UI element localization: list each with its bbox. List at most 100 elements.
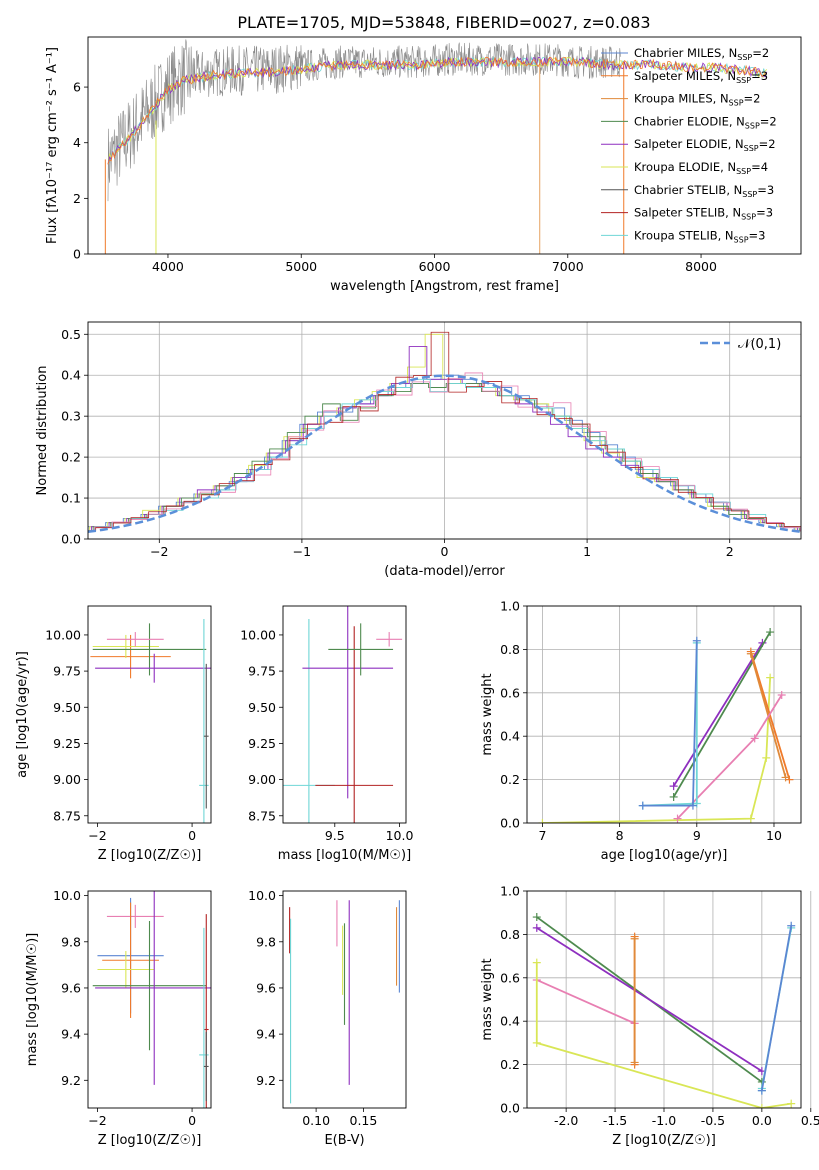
legend-label: Kroupa MILES, NSSP=2 [634,92,760,108]
weight-marker [673,814,682,823]
y-tick-label: 4 [73,135,81,150]
weight-marker [532,958,541,967]
legend-label: Salpeter ELODIE, NSSP=2 [634,137,776,153]
x-tick-label: 9.5 [325,828,345,843]
figure-title: PLATE=1705, MJD=53848, FIBERID=0027, z=0… [237,13,650,32]
model-spectrum-salpeter-miles [107,56,767,165]
y-tick-label: 9.25 [248,736,276,751]
x-tick-label: 10.0 [386,828,414,843]
weight-marker [757,1104,766,1108]
x-tick-label: 4000 [152,259,184,274]
y-tick-label: 0.4 [500,729,520,744]
y-tick-label: 9.8 [256,934,276,949]
x-tick-label: 0 [188,1113,196,1128]
y-tick-label: 10.0 [248,888,276,903]
weight-marker [630,934,639,943]
legend-label: Salpeter MILES, NSSP=3 [634,69,768,85]
plot-area [289,900,400,1104]
y-tick-label: 9.00 [53,772,81,787]
y-tick-label: 0.3 [61,409,81,424]
x-tick-label: 8 [616,828,624,843]
chart-massweight-vs-Z: -2.0 -1.5 -1.0 -0.5 0.0 0.5 0.0 0.2 0.4 0.6 0.8 1.0… [480,884,819,1149]
weight-line-salpeter-elodie [536,927,763,1072]
weight-marker [787,1099,796,1108]
x-tick-label: 8000 [685,259,717,274]
plot-area [92,891,211,1108]
x-tick-label: 0 [441,544,449,559]
y-axis-label: age [log10(age/yr)] [15,651,30,778]
weight-marker [538,819,547,823]
y-tick-label: 0.4 [500,1014,520,1029]
y-tick-label: 0.8 [500,642,520,657]
y-axis-label: mass weight [480,958,495,1040]
x-tick-label: −1 [293,544,311,559]
weight-marker [762,753,771,762]
chart-age-vs-Z: −2 0 8.75 9.00 9.25 9.50 9.75 10.00 Z [log10(Z/Z… [15,605,212,863]
y-tick-label: 10.00 [240,627,276,642]
y-tick-label: 0 [73,247,81,262]
y-tick-label: 1.0 [500,599,520,614]
legend-label: Kroupa STELIB, NSSP=3 [634,228,765,244]
x-tick-label: -2.0 [554,1113,578,1128]
axes-frame [87,605,212,824]
legend: Chabrier MILES, NSSP=2 Salpeter MILES, NS… [601,46,777,244]
axes-frame [87,321,802,540]
y-tick-label: 9.00 [248,772,276,787]
x-axis-label: age [log10(age/yr)] [601,848,728,863]
y-tick-label: 9.8 [61,934,81,949]
chart-age-vs-mass: 9.5 10.0 8.75 9.00 9.25 9.50 9.75 10.00 mass [lo… [240,605,414,863]
plot-area [283,606,403,823]
y-tick-label: 0.0 [500,1101,520,1116]
y-axis-label: Flux [fλ10⁻¹⁷ erg cm⁻² s⁻¹ A⁻¹] [45,47,60,244]
plot-area [532,913,796,1108]
x-tick-label: −2 [150,544,168,559]
x-axis-label: Z [log10(Z/Z☉)] [98,1133,202,1148]
y-tick-label: 0.8 [500,927,520,942]
data-spectrum [107,39,622,202]
y-tick-label: 9.50 [53,700,81,715]
weight-marker [532,913,541,922]
weight-marker [638,801,647,810]
y-tick-label: 0.2 [500,772,520,787]
y-tick-label: 1.0 [500,884,520,899]
y-tick-label: 9.4 [256,1027,276,1042]
axes-frame [87,36,802,255]
y-tick-label: 9.6 [61,980,81,995]
chart-mass-vs-EBV: 0.10 0.15 9.2 9.4 9.6 9.8 10.0 E(B-V) [248,888,407,1148]
weight-marker [669,792,678,801]
weight-marker [532,1038,541,1047]
axes-frame [282,605,407,824]
y-tick-label: 0.6 [500,970,520,985]
y-tick-label: 9.6 [256,980,276,995]
weight-marker [746,649,755,658]
x-tick-label: 0.0 [752,1113,772,1128]
weight-marker [688,801,697,810]
y-tick-label: 10.00 [45,627,81,642]
y-tick-label: 0.5 [61,327,81,342]
weight-line-kroupa-elodie [542,677,772,823]
weight-line-salpeter-miles [749,651,791,780]
x-tick-label: 5000 [285,259,317,274]
legend-label: Salpeter STELIB, NSSP=3 [634,206,773,222]
weight-marker [787,921,796,930]
x-tick-label: 0.5 [801,1113,819,1128]
y-tick-label: 8.75 [53,808,81,823]
weight-marker [777,690,786,699]
weight-line-chabrier-miles [760,925,793,1091]
y-tick-label: 6 [73,80,81,95]
y-tick-label: 9.75 [248,664,276,679]
axes-frame [526,890,802,1109]
weight-marker [750,734,759,743]
x-tick-label: 0.15 [350,1113,378,1128]
x-axis-label: Z [log10(Z/Z☉)] [98,848,202,863]
y-tick-label: 0.2 [500,1057,520,1072]
x-axis-label: Z [log10(Z/Z☉)] [612,1133,716,1148]
weight-marker [669,782,678,791]
histogram-extra [88,372,801,532]
y-tick-label: 9.2 [256,1073,276,1088]
weight-marker [630,1058,639,1067]
x-axis-label: (data-model)/error [384,564,505,579]
y-tick-label: 0.4 [61,368,81,383]
y-tick-label: 9.2 [61,1073,81,1088]
y-tick-label: 0.0 [61,532,81,547]
